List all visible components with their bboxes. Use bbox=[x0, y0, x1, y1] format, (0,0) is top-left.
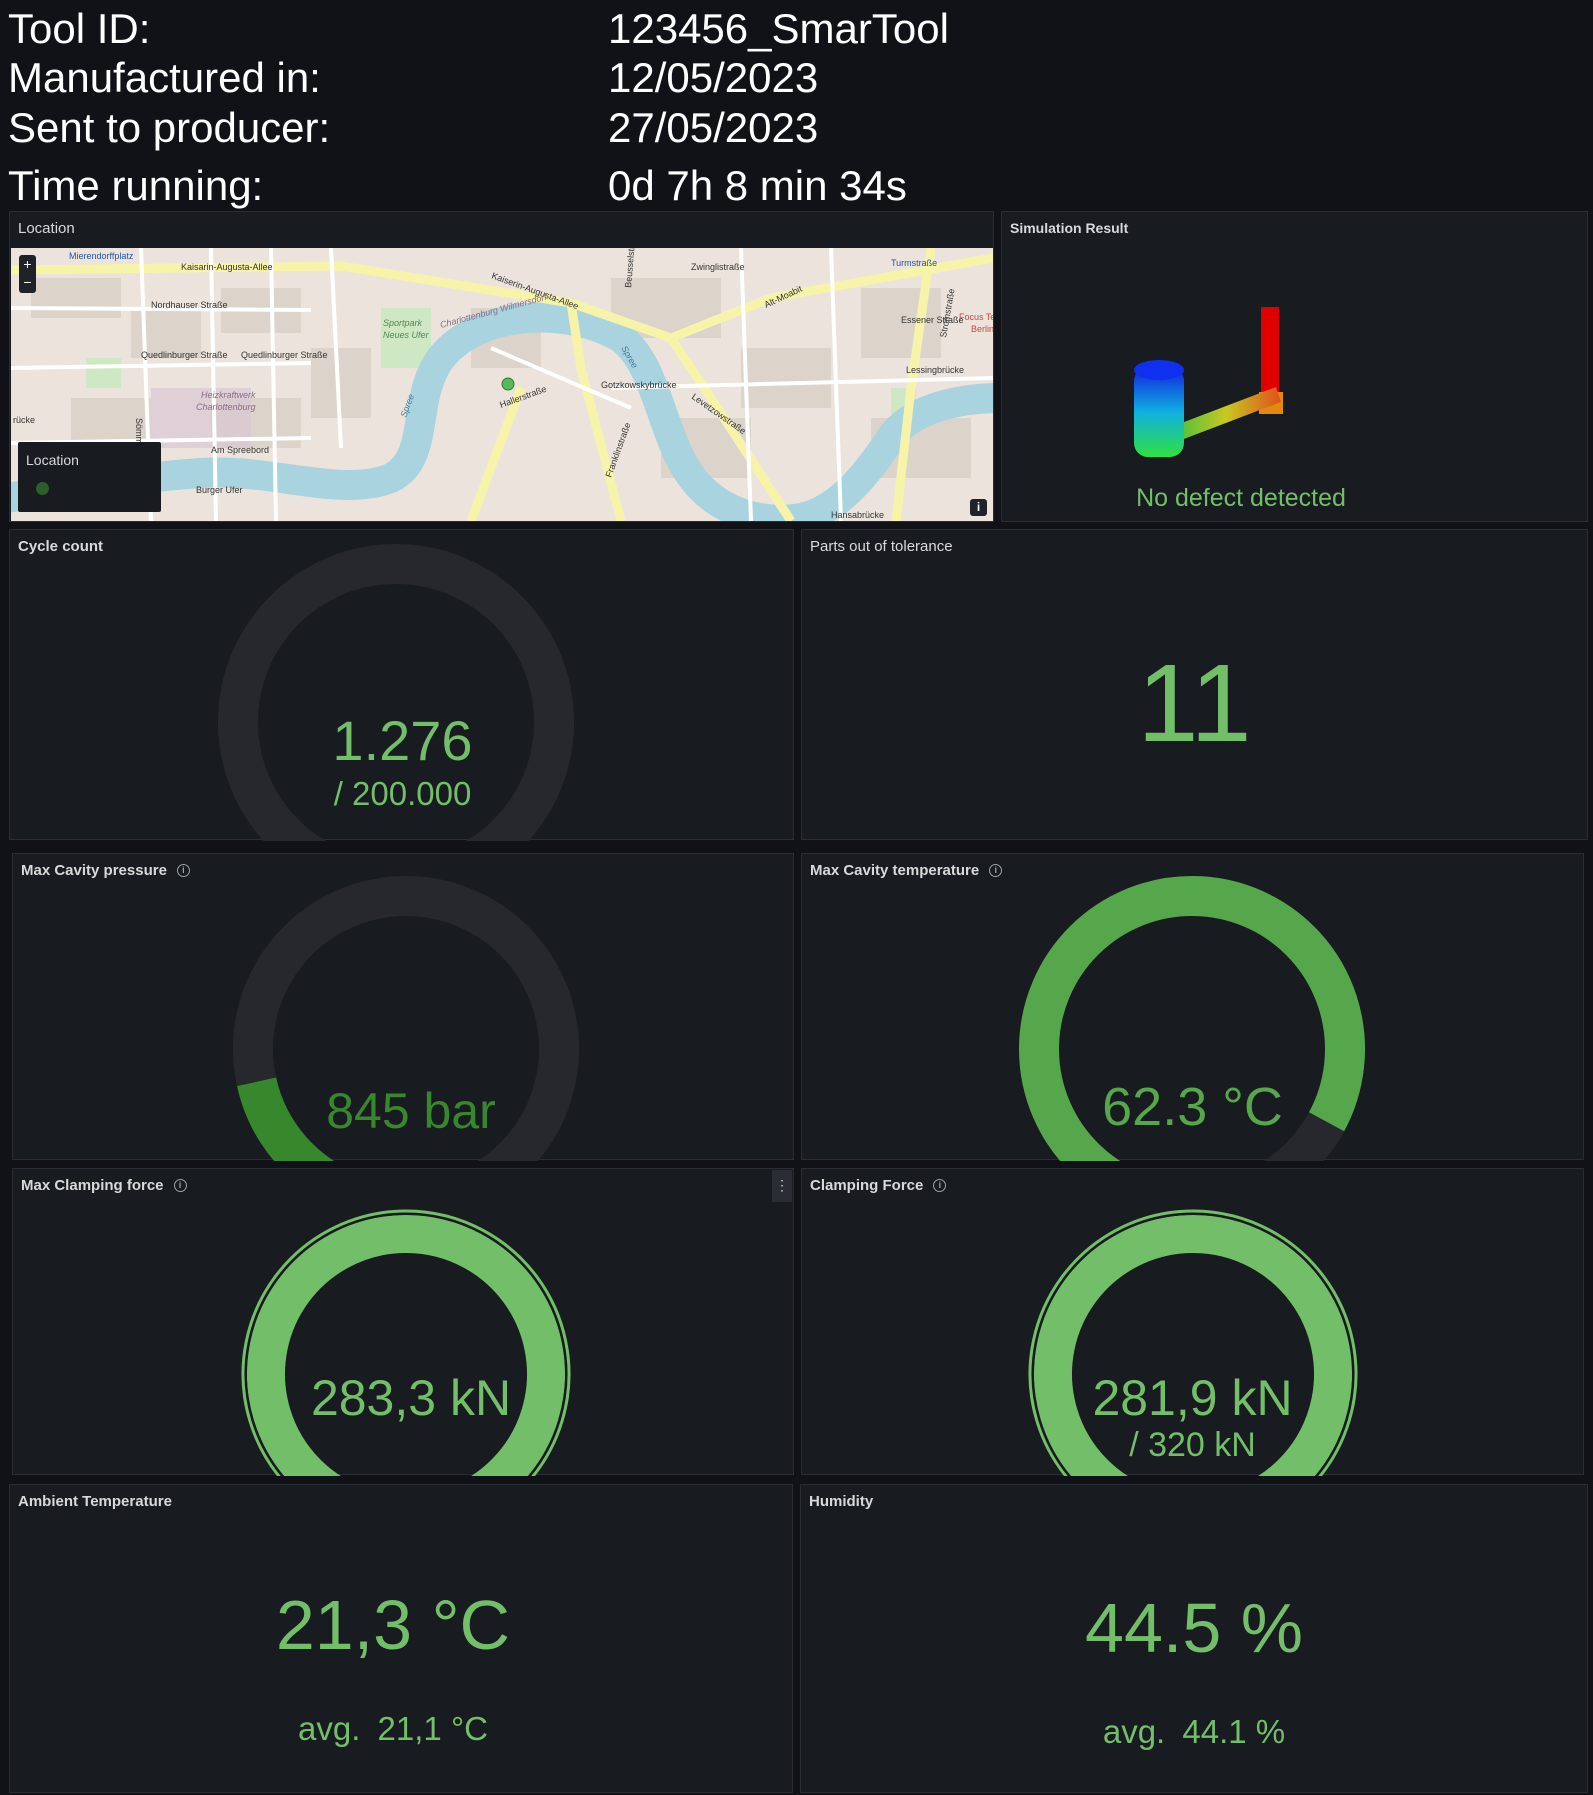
humidity-panel: Humidity 44.5 % avg. 44.1 % bbox=[800, 1484, 1588, 1793]
sent-to-producer-label: Sent to producer: bbox=[8, 104, 331, 151]
panel-title: Humidity bbox=[809, 1493, 874, 1510]
svg-text:Heizkraftwerk: Heizkraftwerk bbox=[201, 390, 256, 400]
gauge-track bbox=[218, 544, 574, 841]
ambient-avg-value: 21,1 °C bbox=[377, 1710, 488, 1747]
zoom-out-button[interactable]: − bbox=[23, 274, 32, 290]
zoom-controls: + − bbox=[19, 255, 36, 293]
tool-id-value: 123456_SmarTool bbox=[608, 5, 949, 52]
max-clamping-gauge bbox=[241, 1209, 571, 1476]
gauge-threshold-ring bbox=[241, 1209, 571, 1476]
svg-text:Am Spreebord: Am Spreebord bbox=[211, 445, 269, 455]
cavity-temperature-value: 62.3 °C bbox=[1102, 1077, 1283, 1137]
svg-text:Berlin: Berlin bbox=[971, 324, 993, 334]
panel-title-row: Max Cavity pressure i bbox=[21, 862, 190, 879]
legend-dot-icon bbox=[36, 482, 49, 495]
svg-text:Quedlinburger Straße: Quedlinburger Straße bbox=[241, 350, 328, 360]
clamping-value: 281,9 kN bbox=[1092, 1370, 1293, 1426]
svg-text:Nordhauser Straße: Nordhauser Straße bbox=[151, 300, 228, 310]
max-clamping-value: 283,3 kN bbox=[310, 1370, 512, 1426]
panel-title: Simulation Result bbox=[1010, 220, 1129, 236]
simulation-model-image bbox=[1134, 307, 1283, 457]
svg-text:Sportpark: Sportpark bbox=[383, 318, 423, 328]
gauge-fill bbox=[1034, 1215, 1352, 1476]
cycle-count-max: / 200.000 bbox=[333, 775, 472, 812]
info-icon[interactable]: i bbox=[933, 1179, 947, 1192]
panel-menu-button[interactable]: ⋮ bbox=[772, 1170, 792, 1202]
cavity-pressure-gauge bbox=[233, 876, 579, 1161]
svg-text:Focus Tel: Focus Tel bbox=[959, 312, 993, 322]
map-label: Mierendorffplatz bbox=[69, 251, 134, 261]
panel-title: Max Cavity temperature bbox=[810, 862, 980, 879]
ambient-avg-row: avg. 21,1 °C bbox=[2, 1710, 784, 1748]
simulation-result-text: No defect detected bbox=[1136, 484, 1346, 512]
map-legend: Location bbox=[18, 442, 161, 512]
avg-label: avg. bbox=[1102, 1713, 1166, 1750]
svg-text:Charlottenburg: Charlottenburg bbox=[196, 402, 256, 412]
cavity-pressure-value: 845 bar bbox=[326, 1083, 496, 1139]
parts-out-panel: Parts out of tolerance 11 bbox=[801, 529, 1588, 840]
svg-text:Quedlinburger Straße: Quedlinburger Straße bbox=[141, 350, 228, 360]
svg-text:Lessingbrücke: Lessingbrücke bbox=[906, 365, 964, 375]
svg-text:Burger Ufer: Burger Ufer bbox=[196, 485, 243, 495]
info-icon[interactable]: i bbox=[173, 1179, 187, 1192]
info-icon[interactable]: i bbox=[989, 864, 1003, 877]
legend-title: Location bbox=[26, 452, 79, 468]
cycle-count-panel: Cycle count 1.276 / 200.000 bbox=[9, 529, 794, 841]
clamping-gauge bbox=[1028, 1209, 1358, 1476]
info-icon[interactable]: i bbox=[176, 864, 190, 877]
clamping-max: / 320 kN bbox=[1129, 1426, 1256, 1464]
humidity-avg-value: 44.1 % bbox=[1182, 1713, 1286, 1750]
svg-text:Zwinglistraße: Zwinglistraße bbox=[691, 262, 745, 272]
svg-text:Hansabrücke: Hansabrücke bbox=[831, 510, 884, 520]
parts-out-value: 11 bbox=[1137, 642, 1252, 765]
time-running-value: 0d 7h 8 min 34s bbox=[608, 162, 907, 209]
panel-title: Clamping Force bbox=[810, 1177, 924, 1194]
gauge-threshold-ring bbox=[1028, 1209, 1358, 1476]
ambient-value: 21,3 °C bbox=[275, 1586, 511, 1664]
panel-title: Max Cavity pressure bbox=[21, 862, 167, 879]
panel-title: Cycle count bbox=[18, 538, 104, 555]
time-running-label: Time running: bbox=[8, 162, 264, 209]
map-tiles: Mierendorffplatz Kaisarin-Augusta-Allee … bbox=[11, 248, 993, 521]
svg-text:Essener Straße: Essener Straße bbox=[901, 315, 964, 325]
humidity-avg-row: avg. 44.1 % bbox=[801, 1713, 1587, 1751]
gauge-ring-gap bbox=[245, 1213, 567, 1476]
map-view[interactable]: Mierendorffplatz Kaisarin-Augusta-Allee … bbox=[11, 248, 993, 521]
gauge-fill bbox=[237, 1077, 335, 1161]
ambient-temperature-panel: Ambient Temperature 21,3 °C avg. 21,1 °C bbox=[9, 1484, 793, 1793]
panel-title: Parts out of tolerance bbox=[810, 538, 953, 555]
svg-text:Kaisarin-Augusta-Allee: Kaisarin-Augusta-Allee bbox=[181, 262, 273, 272]
simulation-panel: Simulation Result No defect detected bbox=[1001, 211, 1588, 522]
panel-title-row: Clamping Force i bbox=[810, 1177, 947, 1194]
gauge-fill bbox=[247, 1215, 565, 1476]
sent-to-producer-value: 27/05/2023 bbox=[608, 104, 819, 151]
gauge-ring-gap bbox=[1032, 1213, 1354, 1476]
panel-title: Location bbox=[18, 220, 75, 237]
svg-text:Gotzkowskybrücke: Gotzkowskybrücke bbox=[601, 380, 677, 390]
max-clamping-panel: Max Clamping force i ⋮ 283,3 kN bbox=[12, 1168, 794, 1476]
svg-text:rücke: rücke bbox=[13, 415, 35, 425]
cavity-temperature-gauge bbox=[1019, 876, 1365, 1161]
svg-text:Neues Ufer: Neues Ufer bbox=[383, 330, 430, 340]
cavity-temperature-panel: Max Cavity temperature i 62.3 °C bbox=[801, 853, 1584, 1161]
cycle-count-gauge bbox=[218, 544, 574, 841]
panel-title: Ambient Temperature bbox=[18, 1493, 172, 1510]
cavity-pressure-panel: Max Cavity pressure i 845 bar bbox=[12, 853, 794, 1161]
manufactured-value: 12/05/2023 bbox=[608, 54, 819, 101]
humidity-value: 44.5 % bbox=[1085, 1589, 1303, 1667]
panel-title-row: Max Cavity temperature i bbox=[810, 862, 1003, 879]
clamping-panel: Clamping Force i 281,9 kN / 320 kN bbox=[801, 1168, 1584, 1476]
panel-title-row: Max Clamping force i bbox=[21, 1177, 187, 1194]
manufactured-label: Manufactured in: bbox=[8, 54, 321, 101]
attribution-info-button[interactable]: i bbox=[970, 499, 987, 516]
location-panel: Location bbox=[9, 211, 994, 522]
zoom-in-button[interactable]: + bbox=[23, 256, 32, 272]
gauge-fill bbox=[1019, 876, 1365, 1161]
cycle-count-value: 1.276 bbox=[332, 709, 473, 772]
svg-text:Turmstraße: Turmstraße bbox=[891, 258, 937, 268]
panel-title: Max Clamping force bbox=[21, 1177, 164, 1194]
avg-label: avg. bbox=[298, 1710, 361, 1747]
tool-id-label: Tool ID: bbox=[8, 5, 151, 52]
